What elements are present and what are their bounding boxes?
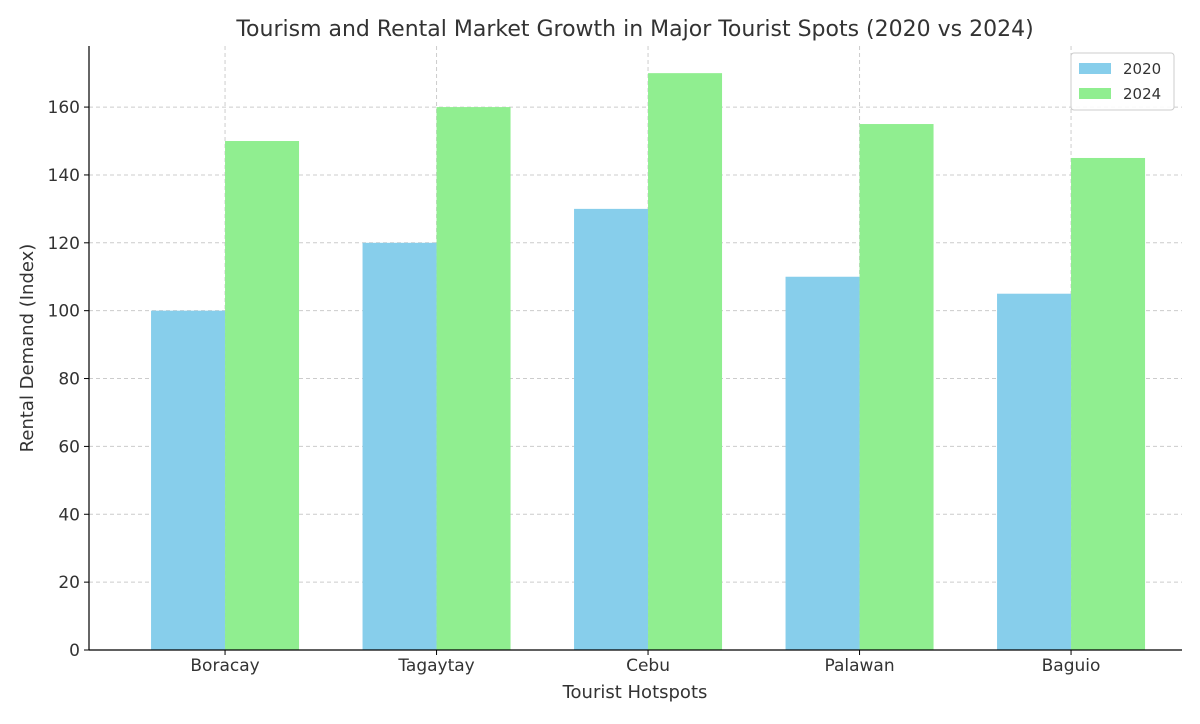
x-tick-label: Boracay <box>190 656 259 676</box>
bar-2024-tagaytay <box>436 107 511 650</box>
x-tick-label: Tagaytay <box>397 656 474 676</box>
y-tick-label: 120 <box>48 234 80 254</box>
chart-title: Tourism and Rental Market Growth in Majo… <box>235 17 1033 42</box>
x-axis-label: Tourist Hotspots <box>562 682 708 703</box>
y-tick-label: 0 <box>69 641 80 661</box>
y-tick-label: 40 <box>58 505 80 525</box>
legend-label-2020: 2020 <box>1123 60 1161 78</box>
axes <box>88 46 1182 651</box>
bar-2020-boracay <box>151 310 226 650</box>
bar-2024-palawan <box>859 124 934 651</box>
bar-2020-baguio <box>997 293 1072 650</box>
legend-label-2024: 2024 <box>1123 85 1161 103</box>
bars <box>151 73 1146 651</box>
y-tick-label: 100 <box>48 302 80 322</box>
bar-2020-cebu <box>574 208 649 650</box>
bar-2024-boracay <box>225 141 300 650</box>
tick-labels: 0 20 40 60 80 100 120 140 160 Boracay Tagaytay Cebu… <box>48 98 1101 676</box>
bar-2020-tagaytay <box>362 242 437 650</box>
y-tick-label: 60 <box>58 437 80 457</box>
bar-2024-cebu <box>648 73 723 651</box>
legend-swatch-2024 <box>1079 88 1111 99</box>
legend-swatch-2020 <box>1079 63 1111 74</box>
y-tick-label: 140 <box>48 166 80 186</box>
bar-2020-palawan <box>785 276 860 650</box>
y-tick-label: 160 <box>48 98 80 118</box>
x-tick-label: Palawan <box>824 656 894 676</box>
legend: 2020 2024 <box>1070 52 1175 111</box>
y-tick-label: 20 <box>58 573 80 593</box>
bar-2024-baguio <box>1071 157 1146 650</box>
x-tick-label: Cebu <box>626 656 670 676</box>
y-axis-label: Rental Demand (Index) <box>17 244 38 453</box>
x-tick-label: Baguio <box>1042 656 1101 676</box>
y-tick-label: 80 <box>58 370 80 390</box>
